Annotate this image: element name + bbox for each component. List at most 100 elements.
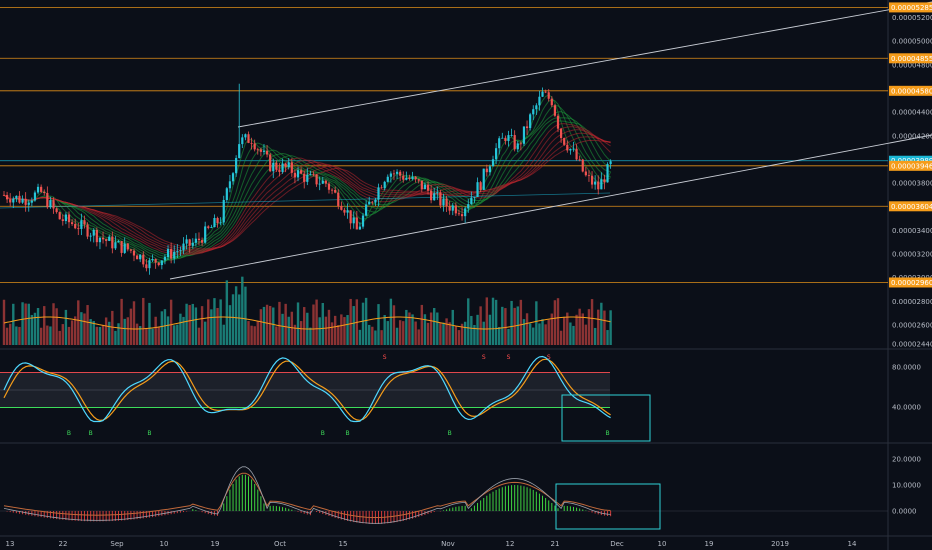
volume-bar — [287, 316, 290, 345]
candle-body — [411, 176, 414, 180]
volume-bar — [532, 327, 535, 345]
price-tick: 0.00004800 — [892, 61, 932, 69]
candle-body — [371, 201, 374, 203]
volume-bar — [207, 299, 210, 345]
candle-body — [33, 192, 37, 201]
volume-bar — [389, 298, 393, 345]
candle-body — [578, 159, 581, 161]
candle-body — [200, 240, 204, 243]
candle-body — [445, 198, 448, 207]
candle-body — [166, 248, 170, 258]
candle-body — [423, 184, 427, 190]
volume-bar — [374, 330, 377, 345]
volume-bar — [225, 280, 229, 345]
volume-bar — [556, 298, 560, 345]
volume-bar — [290, 311, 294, 345]
candle-body — [476, 182, 479, 197]
volume-bar — [151, 328, 154, 345]
volume-bar — [231, 294, 235, 345]
volume-bar — [600, 302, 603, 345]
candle-body — [330, 189, 334, 191]
volume-bar — [392, 305, 396, 345]
volume-bar — [129, 308, 133, 345]
candle-body — [525, 126, 529, 129]
candle-body — [337, 192, 340, 206]
sell-signal: S — [383, 354, 387, 361]
candle-body — [55, 208, 58, 213]
sell-signal: S — [507, 354, 511, 361]
candle-body — [148, 260, 151, 269]
candle-body — [24, 198, 27, 205]
candle-body — [501, 137, 504, 139]
time-tick: 19 — [705, 540, 714, 548]
candle-body — [414, 176, 417, 180]
horizontal-levels — [0, 7, 888, 283]
macd-tick: 0.0000 — [892, 508, 917, 516]
candle-body — [417, 179, 420, 181]
candle-body — [101, 237, 105, 240]
volume-bar — [312, 304, 315, 345]
candle-body — [556, 115, 560, 129]
candle-body — [426, 184, 430, 191]
candle-body — [132, 250, 136, 256]
candle-body — [145, 264, 148, 269]
candle-body — [265, 150, 269, 155]
candle-body — [399, 171, 402, 176]
price-tick: 0.00002440 — [892, 341, 932, 349]
volume-bar — [46, 325, 49, 345]
volume-bar — [538, 323, 541, 345]
volume-bar — [482, 321, 485, 345]
candle-body — [256, 149, 259, 151]
volume-bar — [234, 286, 238, 345]
volume-bar — [609, 310, 612, 345]
volume-bar — [528, 323, 532, 345]
volume-bar — [188, 305, 191, 345]
volume-bar — [256, 320, 259, 345]
candle-body — [368, 201, 371, 205]
candle-body — [312, 173, 315, 175]
candle-body — [238, 144, 241, 159]
price-tag-bg — [889, 277, 932, 288]
volume-bar — [77, 300, 80, 345]
time-tick: 12 — [506, 540, 515, 548]
candle-body — [377, 187, 380, 200]
volume-bar — [203, 321, 207, 345]
candle-body — [216, 217, 219, 224]
volume-bar — [166, 316, 170, 345]
volume-bar — [262, 306, 266, 345]
candle-body — [284, 163, 287, 168]
candle-body — [324, 180, 327, 184]
candle-body — [334, 190, 337, 193]
time-tick: 14 — [848, 540, 857, 548]
candle-body — [117, 241, 120, 243]
volume-bar — [473, 324, 476, 345]
candle-body — [40, 186, 43, 192]
candle-body — [111, 236, 114, 249]
volume-bar — [154, 316, 157, 345]
candle-body — [163, 257, 167, 261]
volume-bar — [80, 312, 83, 345]
highlight-box — [561, 394, 651, 442]
candle-body — [352, 217, 355, 224]
candle-body — [587, 175, 591, 177]
volume-bar — [368, 324, 371, 345]
volume-bar — [498, 327, 501, 345]
buy-signal: B — [448, 430, 452, 437]
volume-bar — [507, 328, 510, 345]
volume-bar — [73, 316, 77, 345]
candle-body — [408, 177, 411, 180]
candle-body — [544, 91, 547, 93]
candle-body — [470, 197, 473, 205]
candle-body — [170, 248, 173, 259]
volume-bar — [30, 314, 34, 345]
candle-body — [98, 237, 102, 243]
candle-body — [281, 163, 284, 172]
time-tick: 10 — [160, 540, 169, 548]
price-tick: 0.00002800 — [892, 298, 932, 306]
volume-bar — [597, 309, 600, 345]
volume-bar — [417, 329, 420, 345]
volume-bar — [547, 319, 550, 345]
candle-body — [95, 230, 98, 243]
volume-bar — [278, 301, 281, 345]
